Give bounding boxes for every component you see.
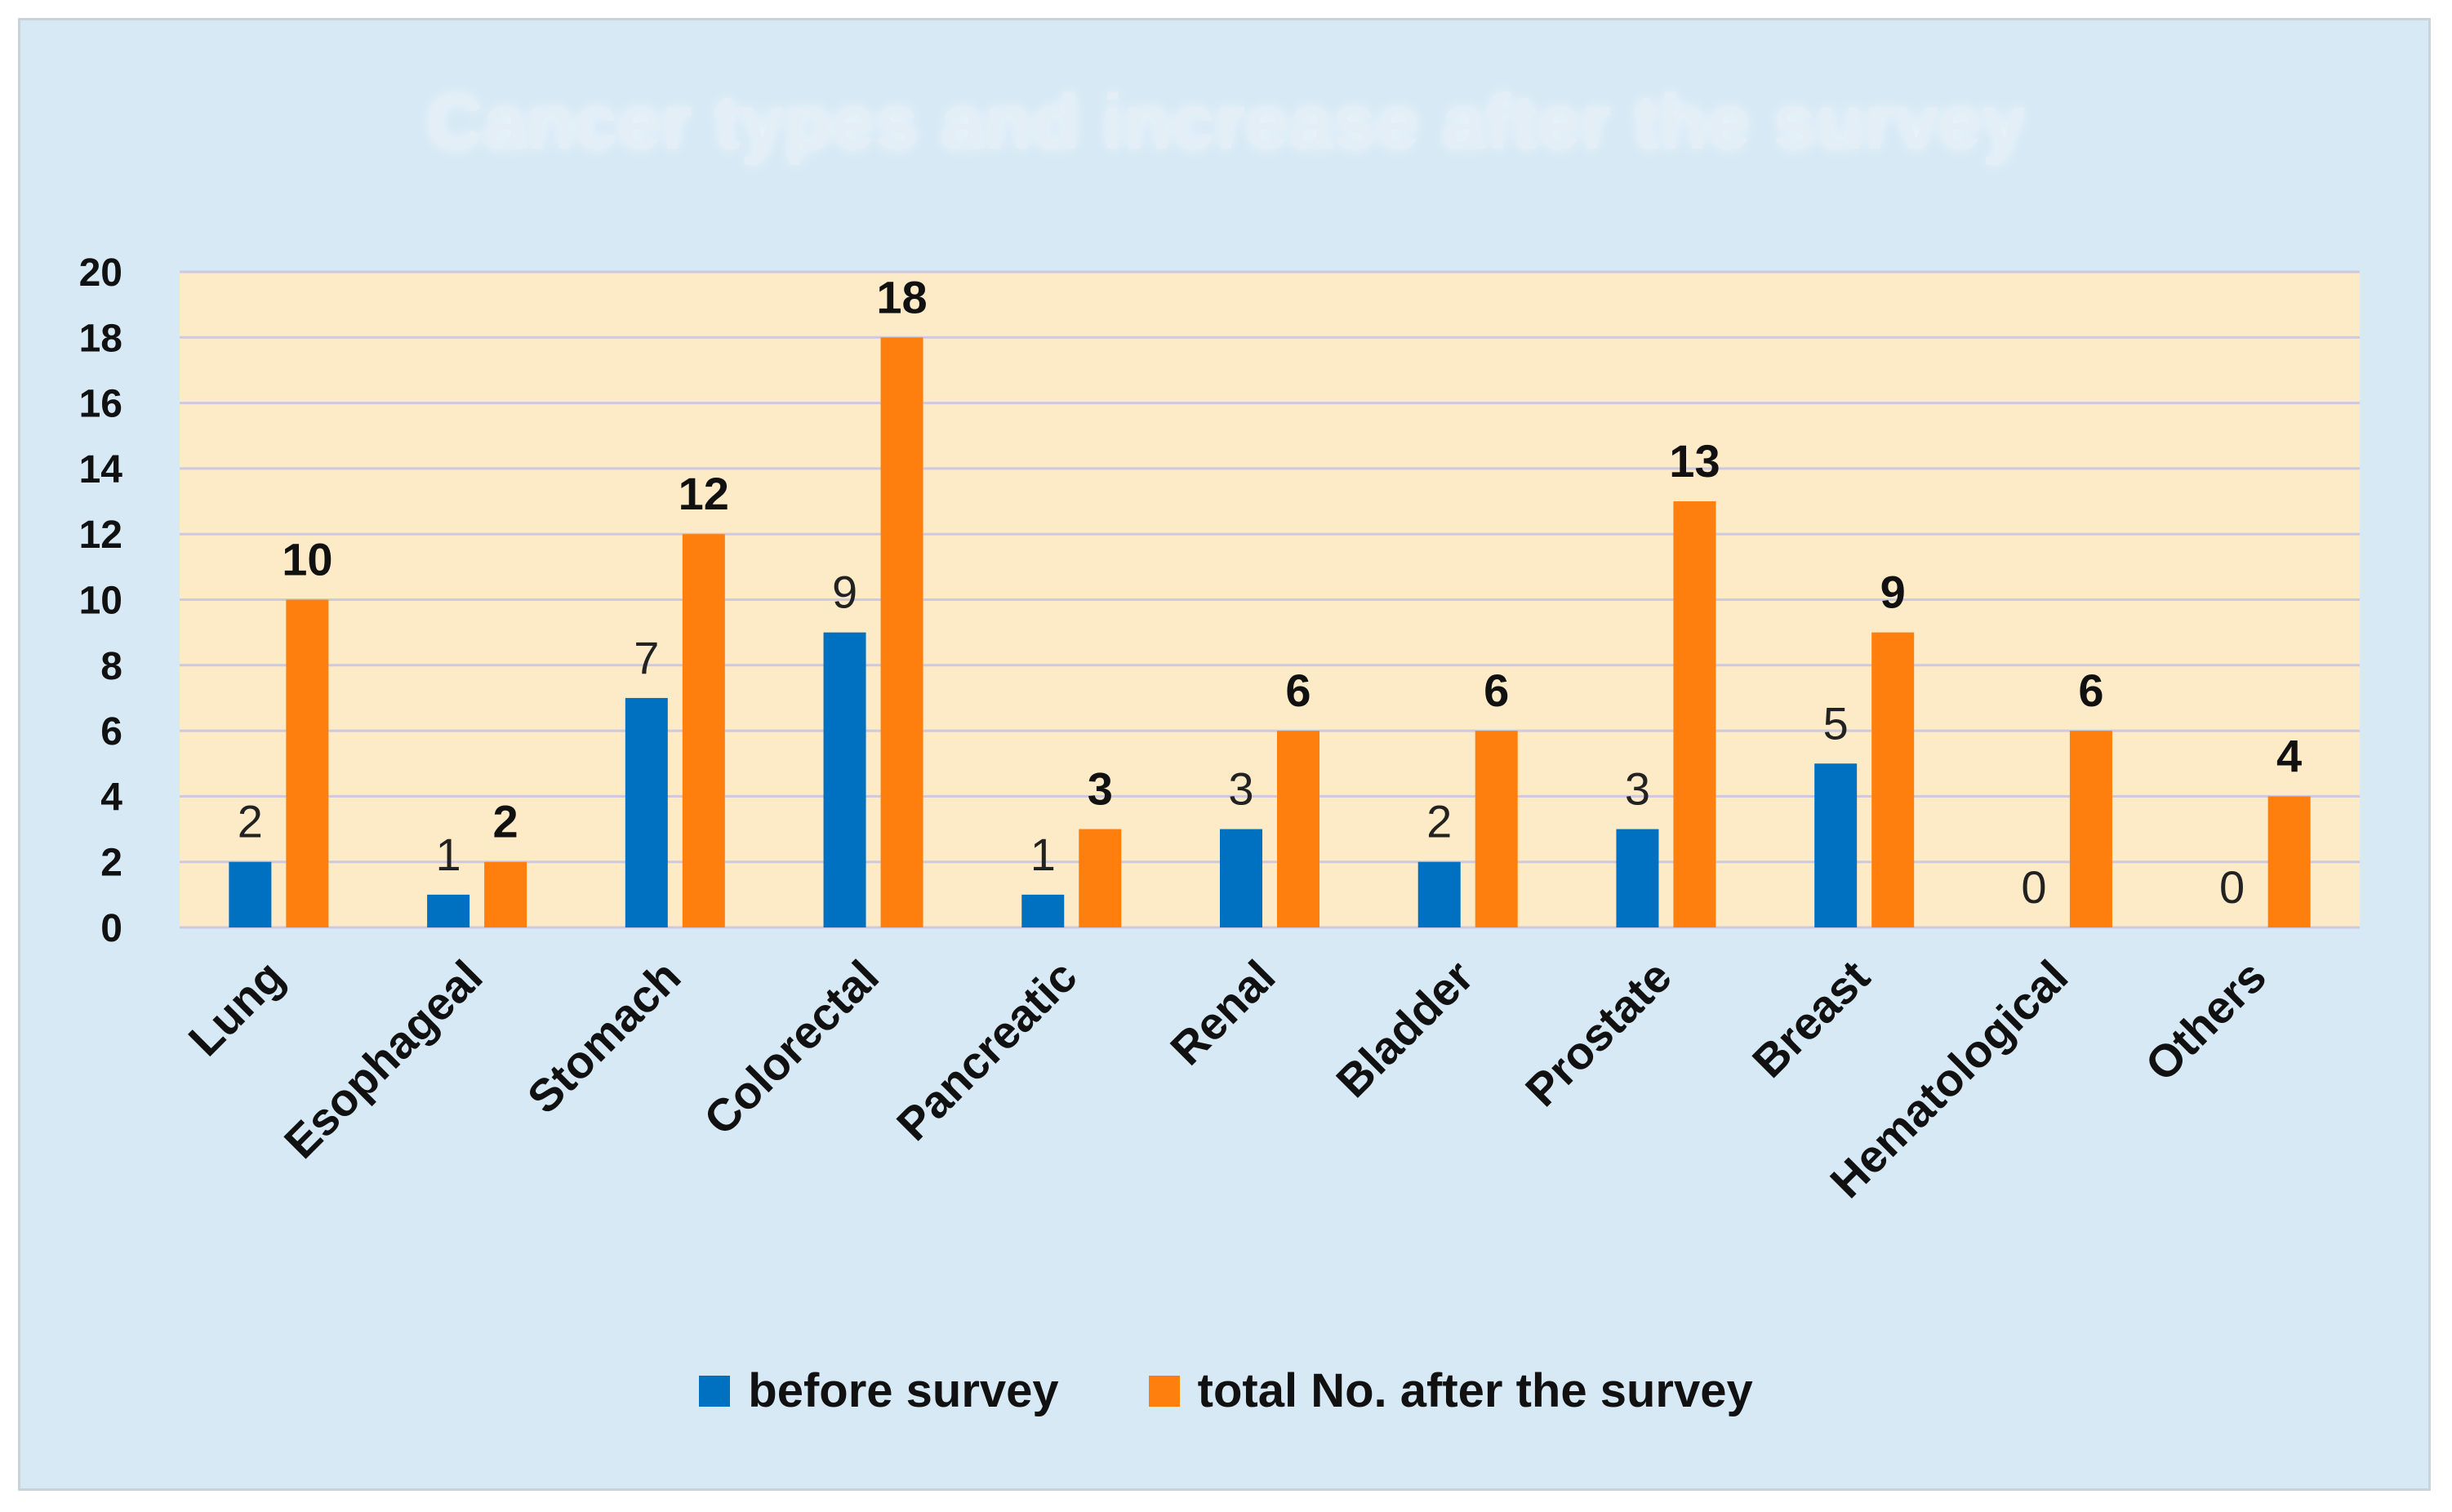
bar-after-survey: [1871, 632, 1915, 927]
data-label-before: 0: [2219, 861, 2245, 913]
x-tick-label: Renal: [1160, 950, 1284, 1074]
bar-after-survey: [1673, 501, 1716, 927]
x-tick-label: Pancreatic: [887, 950, 1087, 1150]
bar-before-survey: [1021, 894, 1065, 927]
bar-after-survey: [1475, 731, 1518, 927]
bar-before-survey: [625, 697, 668, 927]
data-label-before: 1: [436, 829, 461, 880]
y-tick-label: 6: [100, 710, 122, 754]
legend-label-after: total No. after the survey: [1197, 1364, 1753, 1417]
legend-swatch-before: [699, 1375, 731, 1407]
bar-after-survey: [1079, 829, 1122, 927]
data-label-before: 7: [634, 632, 659, 683]
data-label-before: 1: [1030, 829, 1056, 880]
legend-swatch-after: [1148, 1375, 1180, 1407]
legend-item-before: before survey: [699, 1363, 1059, 1418]
data-label-after: 4: [2276, 730, 2302, 781]
data-label-before: 3: [1228, 763, 1253, 815]
x-tick-label: Prostate: [1515, 950, 1681, 1116]
y-tick-label: 2: [100, 842, 122, 885]
bar-before-survey: [229, 861, 272, 927]
y-tick-label: 16: [79, 383, 122, 426]
bar-after-survey: [2267, 796, 2311, 927]
bar-after-survey: [2069, 731, 2112, 927]
data-label-after: 10: [282, 534, 332, 585]
y-tick-label: 0: [100, 907, 122, 950]
bar-after-survey: [682, 534, 725, 927]
y-tick-label: 8: [100, 645, 122, 688]
y-tick-label: 14: [79, 448, 123, 491]
x-tick-label: Bladder: [1326, 950, 1483, 1107]
bar-before-survey: [1220, 829, 1262, 927]
bar-before-survey: [1417, 861, 1461, 927]
data-label-before: 5: [1823, 697, 1849, 749]
x-tick-label: Lung: [179, 950, 294, 1065]
data-label-before: 0: [2021, 861, 2046, 913]
x-tick-label: Colorectal: [694, 950, 888, 1145]
x-tick-label: Esophageal: [274, 950, 492, 1168]
bar-before-survey: [1616, 829, 1659, 927]
chart-title: Cancer types and increase after the surv…: [426, 78, 2026, 166]
x-tick-label: Breast: [1742, 950, 1880, 1087]
data-label-before: 9: [832, 567, 857, 618]
data-label-after: 6: [1484, 665, 1509, 716]
data-label-after: 6: [2078, 665, 2103, 716]
data-label-after: 12: [679, 468, 729, 519]
gridlines: [180, 270, 2360, 929]
y-axis: 0 2 4 6 8 10 12 14 16 18 20: [79, 251, 123, 950]
bar-after-survey: [880, 337, 923, 927]
data-label-after: 2: [493, 796, 518, 847]
data-label-after: 3: [1088, 763, 1113, 815]
y-tick-label: 20: [79, 251, 122, 295]
bar-after-survey: [286, 599, 329, 927]
data-label-before: 2: [1426, 796, 1452, 847]
data-label-after: 18: [876, 271, 927, 322]
bar-before-survey: [823, 632, 866, 927]
y-tick-label: 10: [79, 580, 122, 623]
x-tick-label: Others: [2135, 950, 2276, 1091]
bar-before-survey: [427, 894, 470, 927]
data-label-before: 3: [1625, 763, 1650, 815]
bars: [229, 337, 2311, 927]
legend-item-after: total No. after the survey: [1148, 1363, 1753, 1418]
data-label-before: 2: [238, 796, 263, 847]
y-tick-label: 12: [79, 514, 122, 557]
data-label-after: 6: [1285, 665, 1311, 716]
data-label-after: 9: [1880, 567, 1906, 618]
y-tick-label: 18: [79, 317, 122, 360]
legend-label-before: before survey: [748, 1364, 1059, 1417]
bar-before-survey: [1814, 763, 1858, 927]
x-tick-label: Stomach: [518, 950, 691, 1123]
bar-after-survey: [484, 861, 527, 927]
legend: before survey total No. after the survey: [0, 1363, 2452, 1418]
data-label-after: 13: [1669, 435, 1720, 487]
y-tick-label: 4: [100, 776, 122, 819]
bar-after-survey: [1277, 731, 1319, 927]
